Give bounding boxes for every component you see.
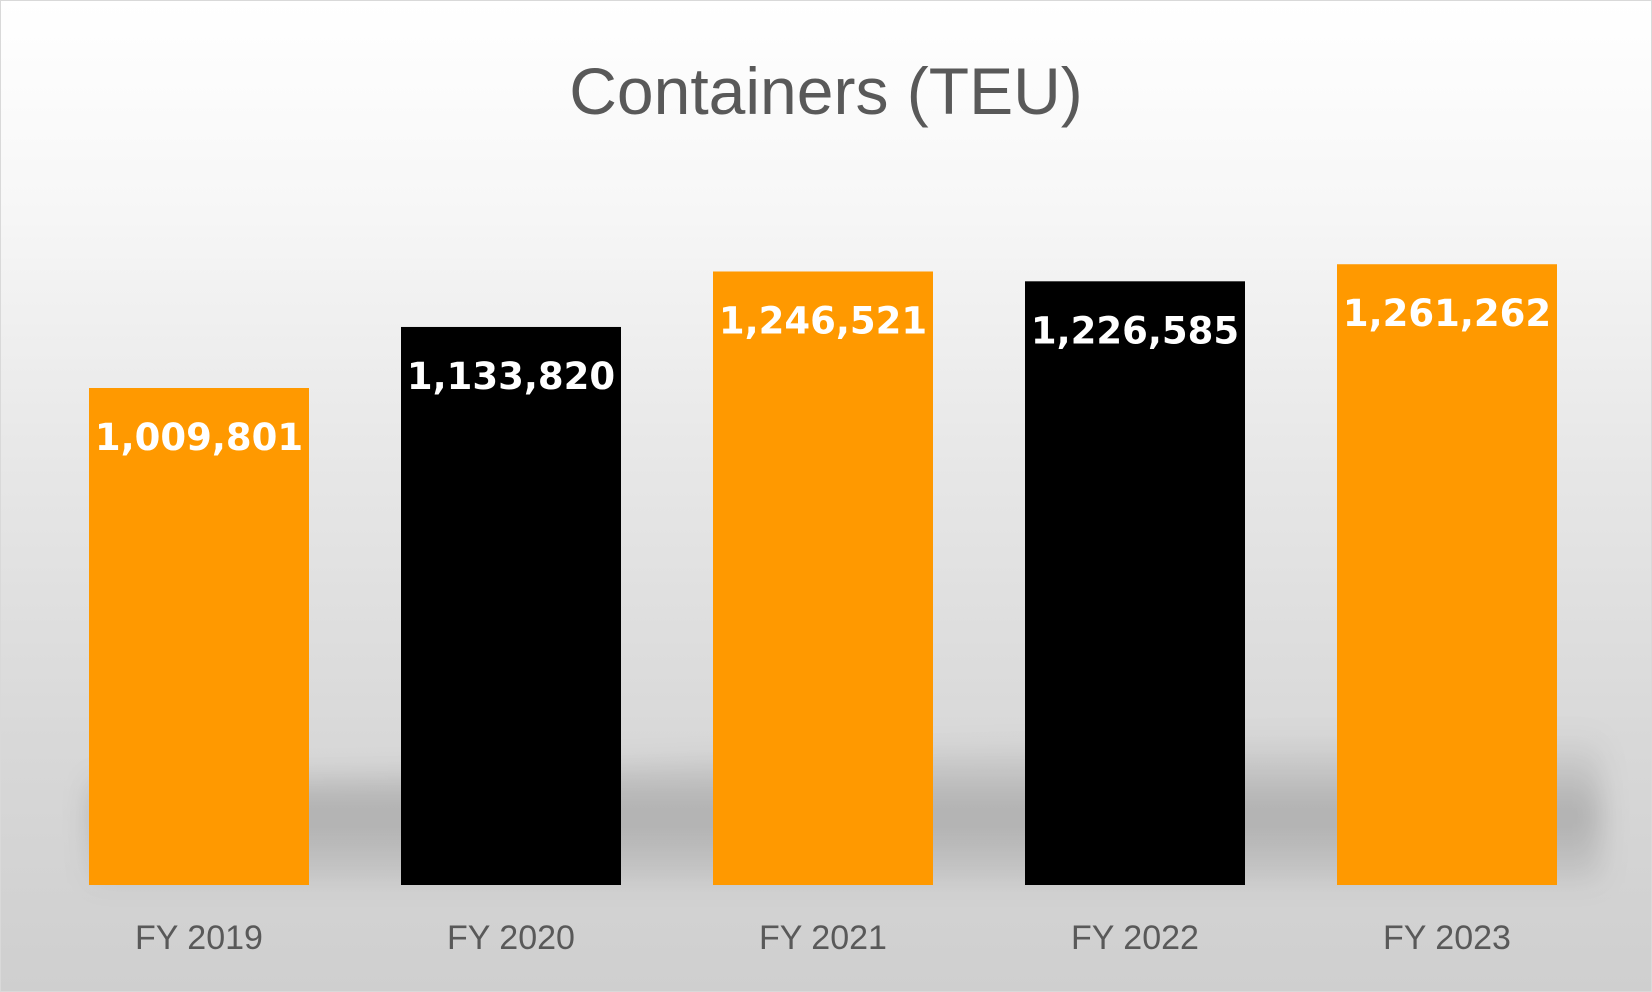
x-tick-label: FY 2021	[759, 919, 887, 957]
x-axis-tick-labels: FY 2019 FY 2020 FY 2021 FY 2022 FY 2023	[135, 919, 1511, 957]
x-tick-label: FY 2019	[135, 919, 263, 957]
x-tick-label: FY 2020	[447, 919, 575, 957]
data-label: 1,261,262	[1343, 292, 1551, 335]
bar-fy-2022	[1025, 281, 1245, 885]
data-label: 1,226,585	[1031, 309, 1239, 352]
x-tick-label: FY 2022	[1071, 919, 1199, 957]
bar-fy-2021	[713, 271, 933, 885]
data-labels-group: 1,009,801 1,133,820 1,246,521 1,226,585 1,26…	[95, 292, 1551, 459]
bar-fy-2019	[89, 388, 309, 885]
data-label: 1,133,820	[407, 355, 615, 398]
chart-title: Containers (TEU)	[569, 54, 1082, 128]
bar-fy-2020	[401, 326, 621, 885]
x-tick-label: FY 2023	[1383, 919, 1511, 957]
bar-fy-2023	[1337, 264, 1557, 885]
data-label: 1,246,521	[719, 299, 927, 342]
bars-group	[89, 264, 1557, 885]
data-label: 1,009,801	[95, 416, 303, 459]
